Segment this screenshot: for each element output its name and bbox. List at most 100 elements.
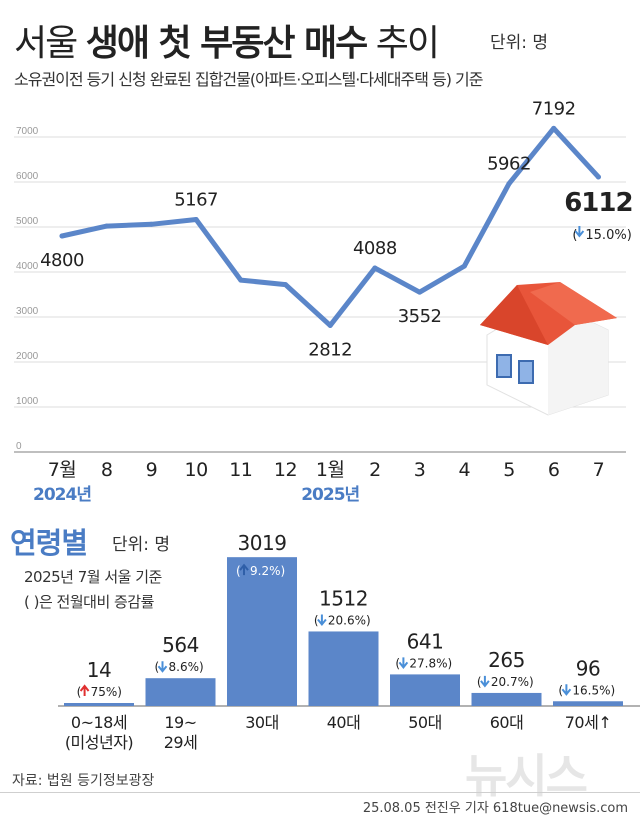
bar-value-label: 14 xyxy=(87,658,111,682)
line-change-open: ( xyxy=(572,228,577,243)
bar-change-open: ( xyxy=(395,656,400,670)
bar xyxy=(227,557,297,706)
watermark: 뉴시스 xyxy=(465,749,588,803)
up-arrow-icon xyxy=(79,684,90,696)
y-tick-label: 0 xyxy=(16,441,22,452)
line-point xyxy=(193,216,199,222)
x-tick-label: 7월 xyxy=(48,459,77,481)
line-point xyxy=(595,174,601,180)
bar-value-label: 641 xyxy=(407,629,444,653)
x-tick-label: 1월 xyxy=(316,459,345,481)
source: 자료: 법원 등기정보광장 xyxy=(12,773,155,789)
line-data-label: 4088 xyxy=(353,238,397,259)
line-data-label: 5167 xyxy=(174,189,218,210)
line-chart-y-ticks: 0 1000 2000 3000 4000 5000 6000 7000 xyxy=(16,126,39,452)
line-change-label: 15.0%) xyxy=(585,228,631,243)
down-arrow-icon xyxy=(157,661,168,673)
bar-change-label: 20.7%) xyxy=(491,675,534,689)
title-prefix: 서울 xyxy=(14,23,78,64)
line-point xyxy=(148,221,154,227)
x-tick-label: 8 xyxy=(101,459,113,481)
bar-change-open: ( xyxy=(236,564,241,578)
y-tick-label: 1000 xyxy=(16,396,39,407)
down-arrow-icon xyxy=(574,225,585,238)
bar-change-label: 75%) xyxy=(91,685,122,699)
line-data-labels: 4800 5167 2812 4088 3552 5962 7192 6112 (15.0%) xyxy=(40,98,633,360)
x-tick-label: 2 xyxy=(369,459,381,481)
bar-value-label: 1512 xyxy=(319,586,368,610)
bar-change-label: 16.5%) xyxy=(572,683,615,697)
line-series xyxy=(59,125,601,328)
bar-category-label: 19~ xyxy=(164,713,196,732)
bar xyxy=(390,674,460,706)
x-tick-label: 4 xyxy=(459,459,471,481)
down-arrow-icon xyxy=(480,675,490,688)
down-arrow-icon xyxy=(398,657,409,669)
bar-note-change: ( )은 전월대비 증감률 xyxy=(24,593,154,611)
line-point xyxy=(104,223,110,229)
subtitle: 소유권이전 등기 신청 완료된 집합건물(아파트·오피스텔·다세대주택 등) 기… xyxy=(14,70,483,89)
bar-value-label: 265 xyxy=(488,648,525,672)
bar-category-label: 40대 xyxy=(327,713,361,732)
bar-change-open: ( xyxy=(314,613,319,627)
bar xyxy=(145,678,216,706)
line-data-label: 2812 xyxy=(308,339,352,360)
x-tick-label: 10 xyxy=(185,459,208,481)
y-tick-label: 7000 xyxy=(16,126,39,137)
x-tick-label: 7 xyxy=(593,459,605,481)
y-tick-label: 5000 xyxy=(16,216,39,227)
line-point xyxy=(238,277,244,283)
line-data-label: 4800 xyxy=(40,250,84,271)
house-icon xyxy=(480,282,617,416)
line-point xyxy=(417,289,423,295)
age-section-unit: 단위: 명 xyxy=(112,535,171,555)
x-tick-label: 12 xyxy=(274,459,297,481)
bottom-divider xyxy=(0,792,640,793)
title-unit: 단위: 명 xyxy=(490,33,549,53)
bar xyxy=(553,701,623,706)
bar xyxy=(471,692,542,706)
bar-category-label: 0~18세 xyxy=(71,713,127,732)
bar-change-label: 8.6%) xyxy=(169,660,204,674)
bar-series: 14(75%)0~18세(미성년자)564(8.6%)19~29세3019(9.… xyxy=(58,531,640,752)
y-tick-label: 2000 xyxy=(16,351,39,362)
line-data-label: 3552 xyxy=(398,306,442,327)
line-data-label: 7192 xyxy=(532,98,576,119)
x-tick-label: 9 xyxy=(146,459,158,481)
x-tick-label: 11 xyxy=(229,459,252,481)
bar-category-label-line2: 29세 xyxy=(164,733,198,752)
bar-category-label: 30대 xyxy=(245,713,279,732)
x-tick-label: 3 xyxy=(414,459,426,481)
line-point xyxy=(461,263,467,269)
bar-category-label: 70세↑ xyxy=(565,713,612,732)
bar-change-open: ( xyxy=(77,685,82,699)
bar-value-label: 3019 xyxy=(238,531,287,555)
line-point xyxy=(59,233,65,239)
line-data-label: 6112 xyxy=(564,188,632,218)
bar-change-open: ( xyxy=(155,660,160,674)
credit: 25.08.05 전진우 기자 618tue@newsis.com xyxy=(362,801,628,816)
bar-value-label: 96 xyxy=(576,656,600,680)
up-arrow-icon xyxy=(239,563,249,576)
line-x-axis: 7월 8 9 10 11 12 1월 2 3 4 5 6 7 2024년 2025년 xyxy=(33,459,605,505)
bar-change-label: 9.2%) xyxy=(250,564,285,578)
x-tick-label: 5 xyxy=(503,459,515,481)
y-tick-label: 6000 xyxy=(16,171,39,182)
line-point xyxy=(506,181,512,187)
bar-change-label: 20.6%) xyxy=(328,613,371,627)
age-section-title: 연령별 xyxy=(10,526,88,560)
bar-change-label: 27.8%) xyxy=(409,656,452,670)
line-point xyxy=(283,282,288,288)
page-title: 서울 생애 첫 부동산 매수 추이 xyxy=(14,14,440,66)
bar-category-label: 50대 xyxy=(408,713,442,732)
line-point xyxy=(551,125,557,131)
bar-change-open: ( xyxy=(558,683,563,697)
bar-change-open: ( xyxy=(477,675,482,689)
y-tick-label: 4000 xyxy=(16,261,39,272)
down-arrow-icon xyxy=(561,684,572,696)
bar xyxy=(64,703,134,706)
x-tick-label: 6 xyxy=(548,459,560,481)
bar-category-label: 60대 xyxy=(490,713,524,732)
title-bold: 생애 첫 부동산 매수 xyxy=(85,23,369,64)
